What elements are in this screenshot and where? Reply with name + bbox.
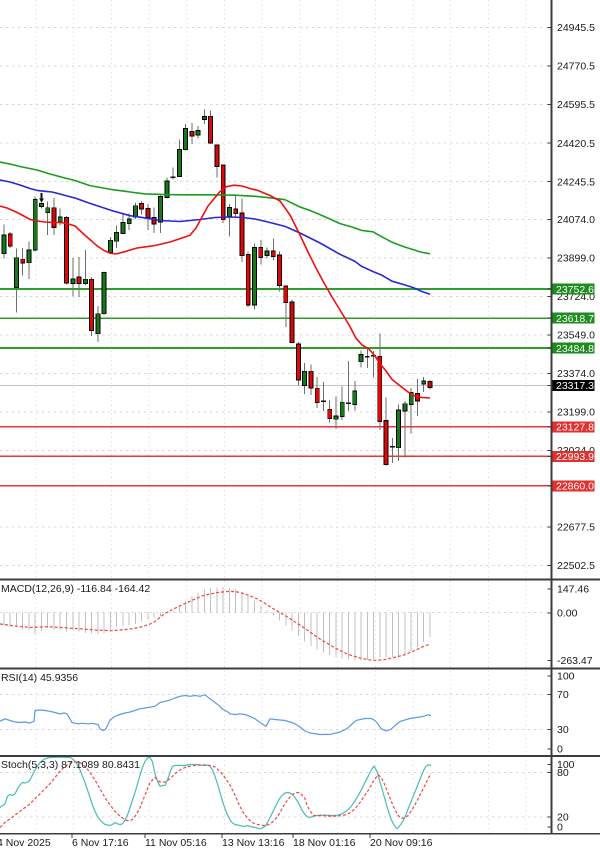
svg-text:24420.5: 24420.5 <box>557 138 595 150</box>
svg-text:24074.0: 24074.0 <box>557 214 595 226</box>
svg-text:100: 100 <box>557 759 575 771</box>
svg-text:11 Nov 05:16: 11 Nov 05:16 <box>145 837 207 849</box>
svg-text:24945.5: 24945.5 <box>557 22 595 34</box>
svg-text:4 Nov 2025: 4 Nov 2025 <box>0 837 51 849</box>
svg-text:20 Nov 09:16: 20 Nov 09:16 <box>370 837 433 849</box>
svg-text:24595.5: 24595.5 <box>557 99 595 111</box>
svg-text:23752.6: 23752.6 <box>556 284 594 296</box>
svg-text:23899.0: 23899.0 <box>557 253 595 265</box>
svg-text:23549.0: 23549.0 <box>557 330 595 342</box>
svg-text:30: 30 <box>557 724 569 736</box>
svg-text:80: 80 <box>557 767 569 779</box>
svg-text:70: 70 <box>557 689 569 701</box>
svg-text:6 Nov 17:16: 6 Nov 17:16 <box>72 837 129 849</box>
svg-text:23199.0: 23199.0 <box>557 407 595 419</box>
svg-text:23618.7: 23618.7 <box>556 313 594 325</box>
svg-text:24245.5: 24245.5 <box>557 176 595 188</box>
svg-text:23484.8: 23484.8 <box>556 343 594 355</box>
svg-text:0: 0 <box>557 744 563 756</box>
svg-text:RSI(14) 45.9356: RSI(14) 45.9356 <box>1 672 78 684</box>
svg-text:23127.8: 23127.8 <box>556 422 594 434</box>
svg-text:-263.47: -263.47 <box>557 655 593 667</box>
svg-text:18 Nov 01:16: 18 Nov 01:16 <box>293 837 356 849</box>
svg-text:100: 100 <box>557 671 575 683</box>
svg-text:23374.0: 23374.0 <box>557 368 595 380</box>
svg-text:24770.5: 24770.5 <box>557 61 595 73</box>
svg-text:22502.5: 22502.5 <box>557 560 595 572</box>
svg-text:Stoch(5,3,3) 87.1089 80.8431: Stoch(5,3,3) 87.1089 80.8431 <box>1 759 140 771</box>
svg-text:22860.0: 22860.0 <box>556 481 594 493</box>
svg-text:0.00: 0.00 <box>557 608 578 620</box>
svg-text:147.46: 147.46 <box>557 584 589 596</box>
svg-text:23317.3: 23317.3 <box>556 380 594 392</box>
svg-text:22993.9: 22993.9 <box>556 451 594 463</box>
svg-text:MACD(12,26,9) -116.84 -164.42: MACD(12,26,9) -116.84 -164.42 <box>1 583 150 595</box>
svg-text:13 Nov 13:16: 13 Nov 13:16 <box>222 837 285 849</box>
svg-text:0: 0 <box>557 822 563 834</box>
svg-text:22677.5: 22677.5 <box>557 522 595 534</box>
svg-text:20: 20 <box>557 812 569 824</box>
